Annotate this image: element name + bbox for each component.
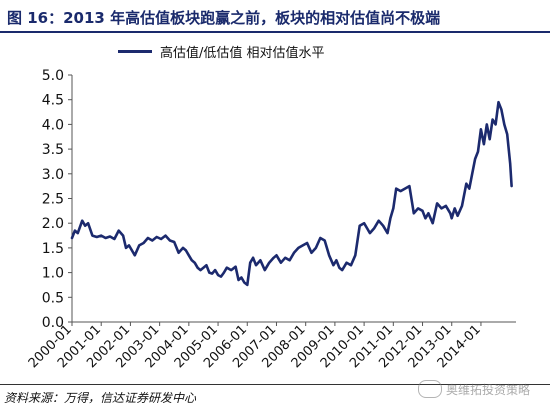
y-tick-label: 1.0 bbox=[42, 266, 64, 282]
y-tick-label: 1.5 bbox=[42, 241, 64, 257]
y-tick-label: 4.0 bbox=[42, 117, 64, 133]
y-tick-label: 0.5 bbox=[42, 290, 64, 306]
line-chart: 5.04.54.03.53.02.52.01.51.00.50.02000-01… bbox=[26, 68, 516, 371]
title-divider bbox=[0, 31, 550, 33]
watermark-text: 奥维拓投资策略 bbox=[446, 382, 531, 397]
y-tick-label: 3.5 bbox=[42, 142, 64, 158]
y-tick-label: 0.0 bbox=[42, 315, 64, 331]
legend-label: 高估值/低估值 相对估值水平 bbox=[160, 45, 325, 61]
y-tick-label: 5.0 bbox=[42, 68, 64, 84]
watermark: 奥维拓投资策略 bbox=[418, 380, 530, 398]
source-note: 资料来源：万得，信达证券研发中心 bbox=[4, 391, 197, 405]
source-divider bbox=[0, 384, 550, 385]
y-tick-label: 4.5 bbox=[42, 93, 64, 109]
legend-swatch bbox=[118, 49, 152, 53]
chart-legend: 高估值/低估值 相对估值水平 bbox=[118, 42, 325, 61]
wechat-icon bbox=[418, 380, 442, 398]
chart-title: 图 16：2013 年高估值板块跑赢之前，板块的相对估值尚不极端 bbox=[7, 9, 441, 27]
y-tick-label: 2.0 bbox=[42, 216, 64, 232]
y-tick-label: 3.0 bbox=[42, 167, 64, 183]
y-tick-label: 2.5 bbox=[42, 192, 64, 208]
chart-title-bar: 图 16：2013 年高估值板块跑赢之前，板块的相对估值尚不极端 bbox=[0, 0, 550, 34]
series-line bbox=[70, 100, 513, 287]
